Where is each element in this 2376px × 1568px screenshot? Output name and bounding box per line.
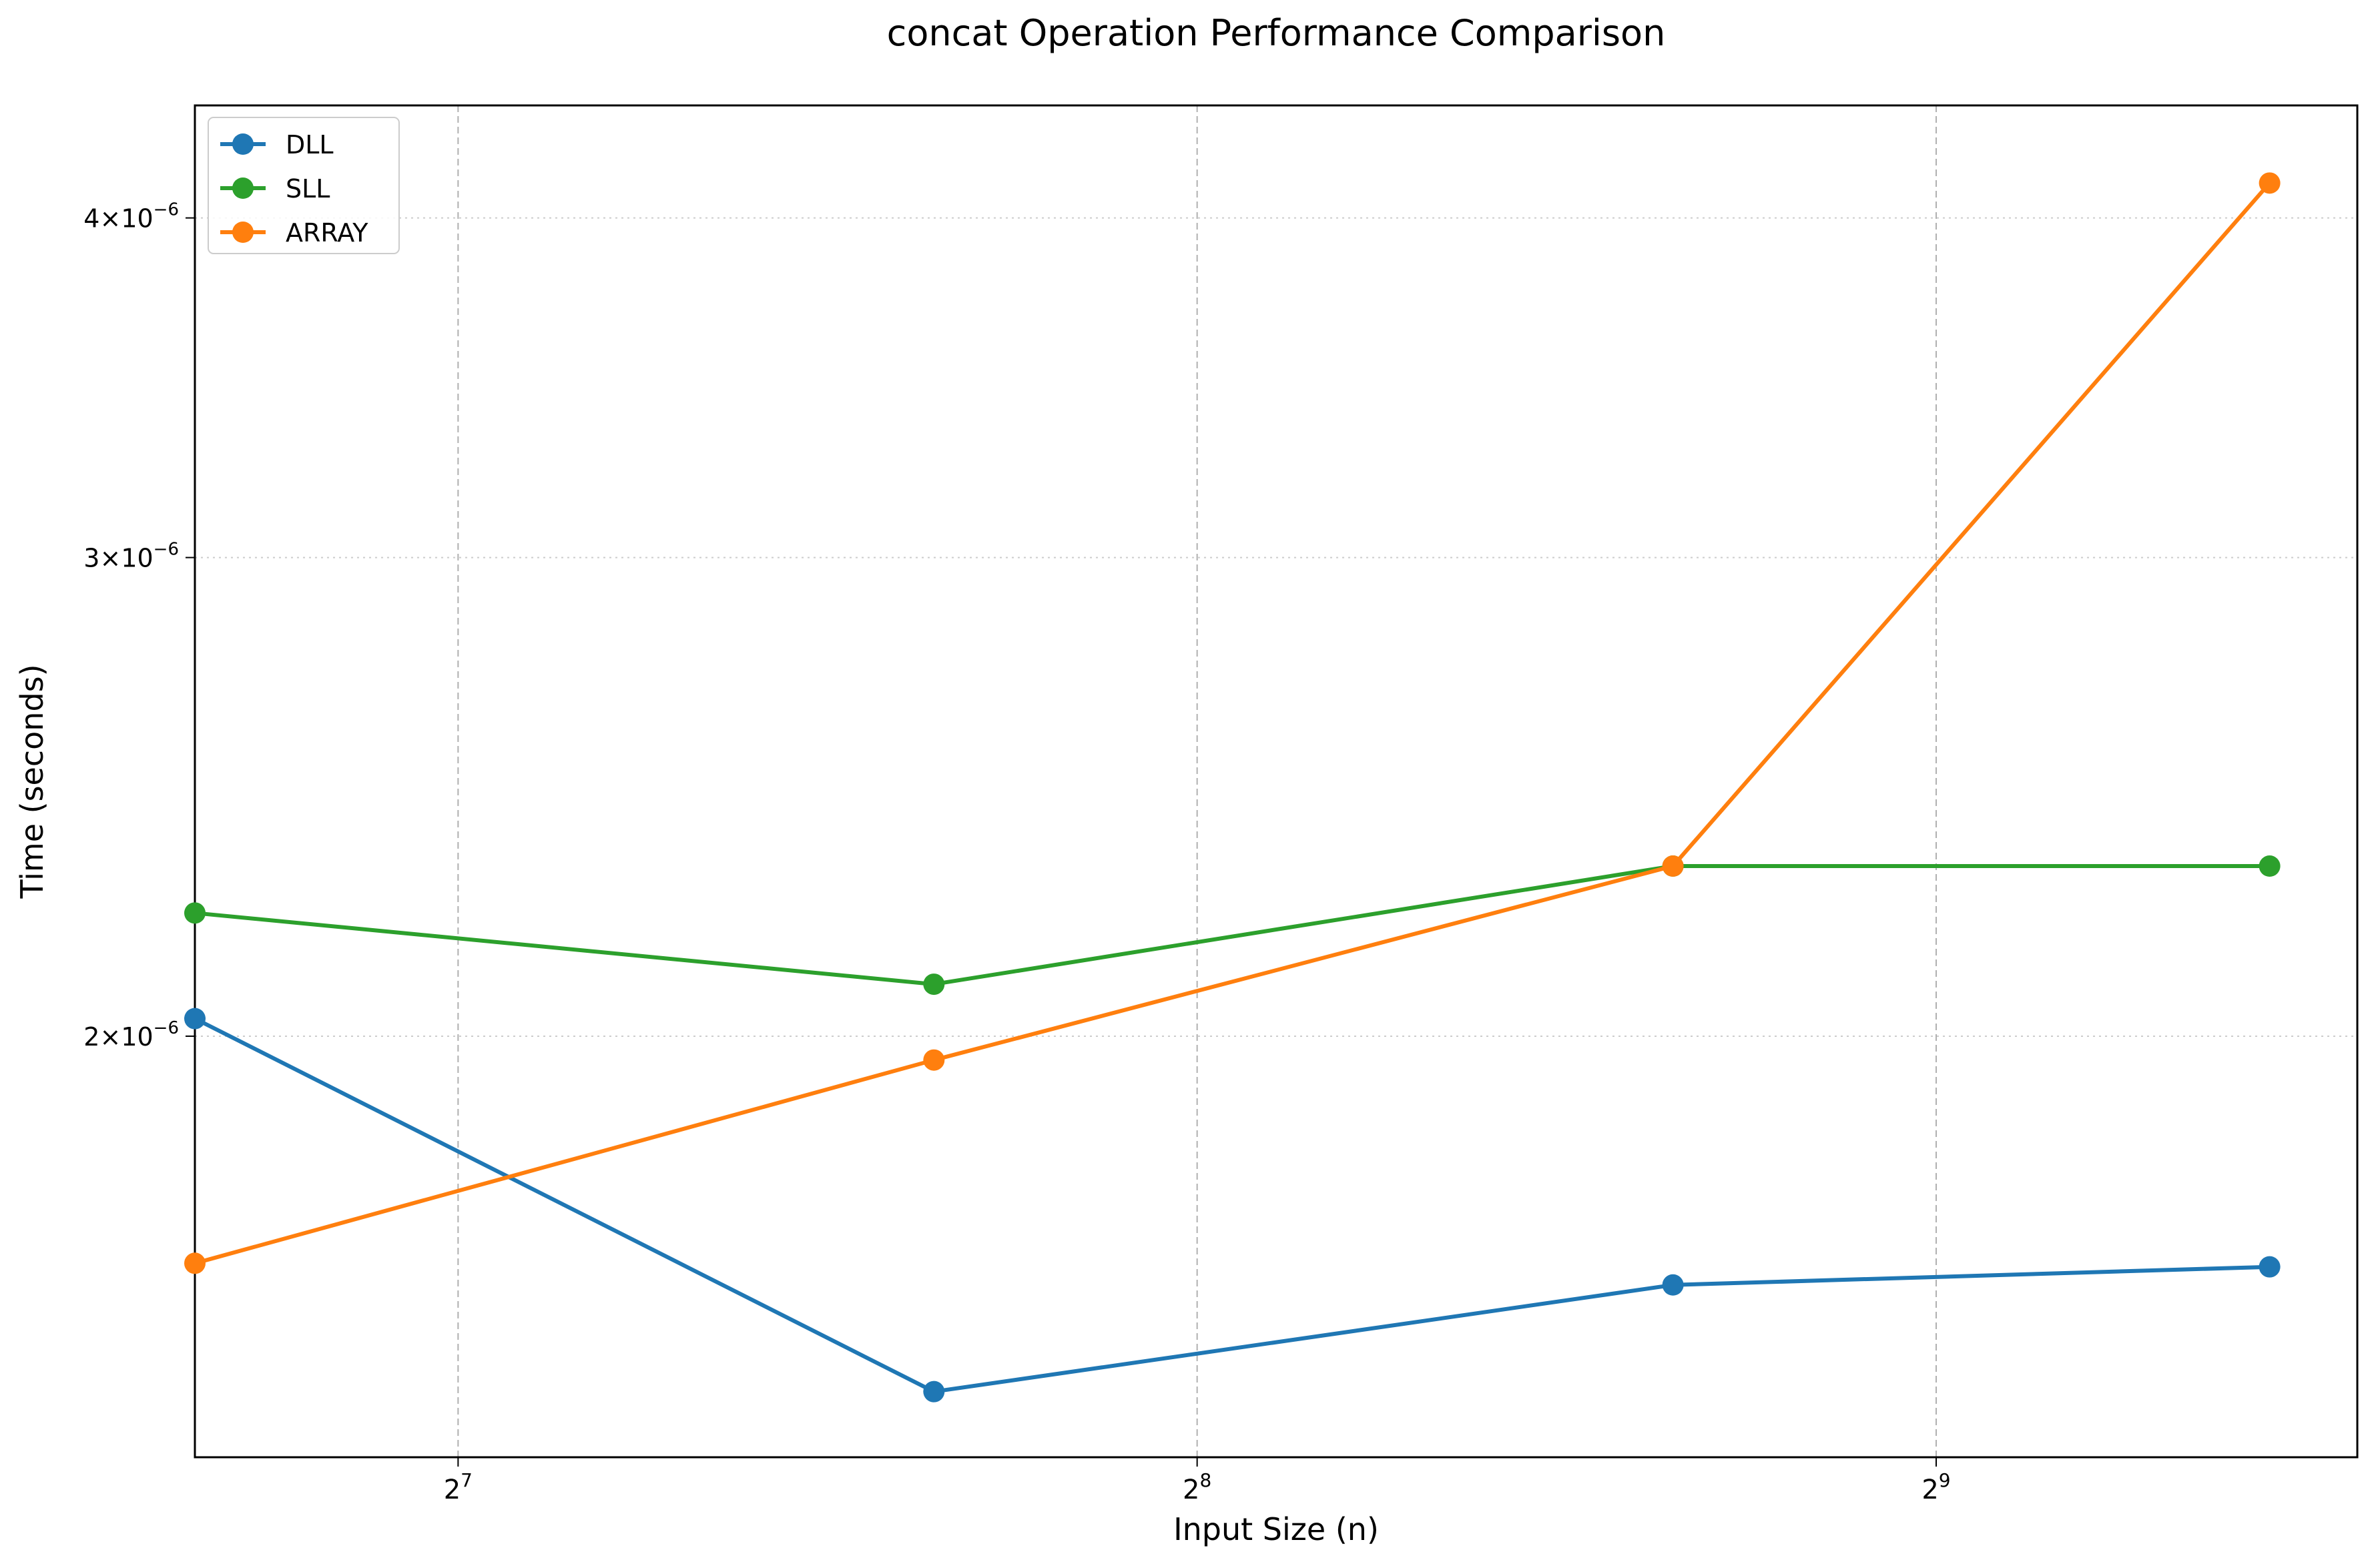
series-line-array (194, 181, 2271, 1266)
y-tick-times: × (99, 1022, 121, 1052)
series (184, 172, 2281, 1403)
data-point-sll (2259, 855, 2281, 877)
chart-title: concat Operation Performance Comparison (887, 12, 1666, 54)
x-tick-base: 2 (444, 1475, 461, 1505)
data-point-array (923, 1049, 945, 1071)
y-tick-label: 3×10−6 (83, 540, 179, 573)
series-dll (184, 1008, 2281, 1403)
y-tick-exponent: −6 (154, 1018, 179, 1038)
y-tick-times: × (99, 544, 121, 573)
y-tick-label: 4×10−6 (83, 200, 179, 234)
data-point-array (184, 1252, 206, 1274)
x-tick-exponent: 7 (461, 1469, 473, 1491)
y-tick-base: 10 (121, 204, 153, 234)
data-point-array (1662, 855, 1684, 877)
legend: DLL SLL ARRAY (208, 117, 400, 254)
y-tick-label: 2×10−6 (83, 1018, 179, 1052)
legend-swatch-marker (232, 177, 254, 199)
y-tick-times: × (99, 204, 121, 234)
legend-item-array: ARRAY (220, 218, 368, 248)
legend-label-array: ARRAY (286, 218, 368, 248)
data-point-array (2259, 172, 2281, 194)
legend-box (208, 117, 400, 254)
series-line-dll (194, 1016, 2270, 1394)
x-tick-exponent: 8 (1199, 1469, 1211, 1491)
x-tick-base: 2 (1183, 1475, 1199, 1505)
y-tick-exponent: −6 (154, 200, 179, 220)
data-point-dll (184, 1008, 206, 1030)
series-line-sll (194, 864, 2270, 987)
legend-swatch-marker (232, 222, 254, 243)
x-tick-label: 28 (1183, 1469, 1211, 1505)
series-array (184, 172, 2281, 1274)
y-tick-mantissa: 3 (83, 544, 99, 573)
x-tick-exponent: 9 (1939, 1469, 1951, 1491)
data-point-dll (1662, 1274, 1684, 1296)
data-point-dll (2259, 1256, 2281, 1278)
data-point-sll (923, 973, 945, 996)
legend-swatch-marker (232, 133, 254, 155)
x-tick-base: 2 (1921, 1475, 1938, 1505)
x-axis-label: Input Size (n) (1173, 1511, 1379, 1547)
y-tick-base: 10 (121, 544, 153, 573)
y-tick-exponent: −6 (154, 540, 179, 560)
legend-item-dll: DLL (220, 130, 334, 159)
axis-ticks: 27 28 292×10−63×10−64×10−6 (83, 200, 1950, 1505)
legend-item-sll: SLL (220, 174, 330, 204)
y-tick-base: 10 (121, 1022, 153, 1052)
y-tick-mantissa: 2 (83, 1022, 99, 1052)
data-point-dll (923, 1381, 945, 1403)
x-tick-label: 27 (444, 1469, 473, 1505)
legend-label-sll: SLL (286, 174, 330, 204)
grid (195, 105, 2357, 1457)
y-tick-mantissa: 4 (83, 204, 99, 234)
x-tick-label: 29 (1921, 1469, 1950, 1505)
plot-area-frame (194, 104, 2359, 1459)
legend-label-dll: DLL (286, 130, 334, 159)
y-axis-label: Time (seconds) (14, 664, 50, 899)
data-point-sll (184, 902, 206, 924)
